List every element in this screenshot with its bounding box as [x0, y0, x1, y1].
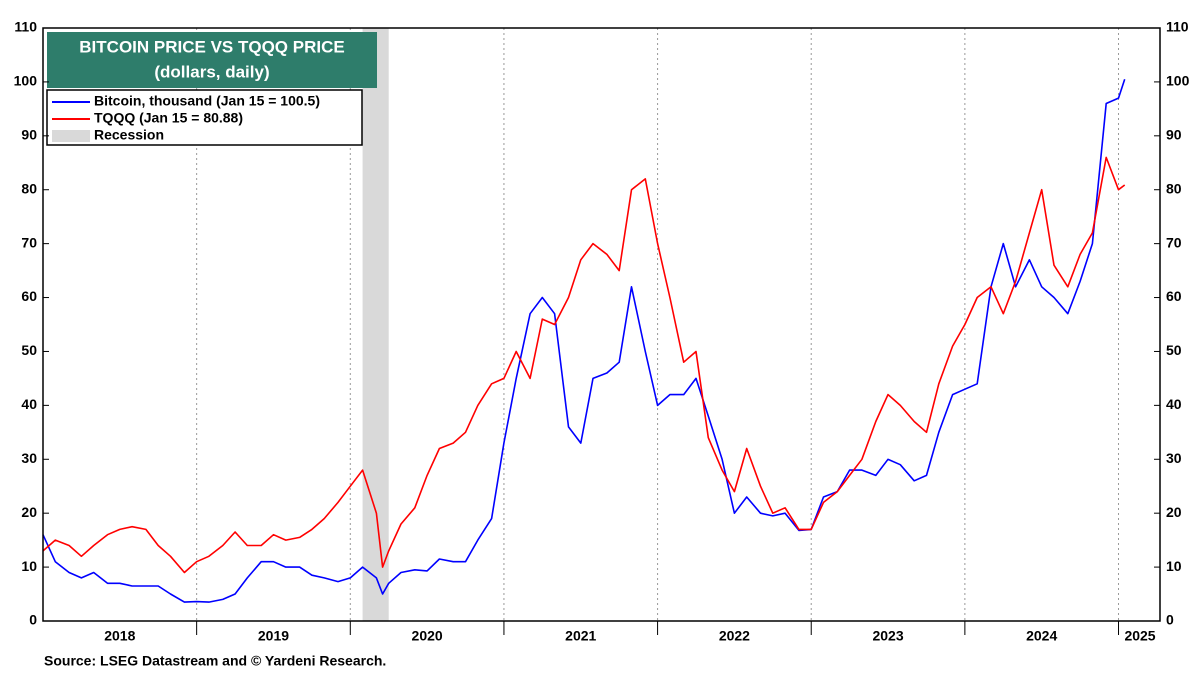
chart-title: BITCOIN PRICE VS TQQQ PRICE	[79, 37, 344, 56]
series-line	[42, 78, 1126, 603]
y-tick-label: 40	[21, 396, 37, 412]
x-tick-label: 2021	[565, 628, 596, 644]
y-tick-label: 20	[21, 504, 37, 520]
y-tick-label: 80	[21, 180, 37, 196]
y2-tick-label: 80	[1166, 180, 1182, 196]
legend-label: Bitcoin, thousand (Jan 15 = 100.5)	[94, 93, 320, 109]
x-tick-label: 2024	[1026, 628, 1057, 644]
plot-frame	[42, 27, 1161, 622]
y-tick-label: 0	[29, 612, 37, 628]
y2-tick-label: 100	[1166, 73, 1190, 89]
x-tick-label: 2020	[412, 628, 443, 644]
y2-tick-label: 10	[1166, 558, 1182, 574]
legend	[46, 89, 363, 146]
legend-label: Recession	[94, 127, 164, 143]
y2-tick-label: 110	[1166, 19, 1189, 35]
legend-label: TQQQ (Jan 15 = 80.88)	[94, 110, 243, 126]
plot-area	[42, 28, 1126, 621]
y-tick-label: 90	[21, 127, 37, 143]
y-tick-label: 10	[21, 558, 37, 574]
series-line	[42, 156, 1126, 574]
y-tick-label: 110	[14, 19, 37, 35]
x-tick-label: 2025	[1124, 628, 1155, 644]
y2-tick-label: 90	[1166, 127, 1182, 143]
y2-tick-label: 40	[1166, 396, 1182, 412]
y2-tick-label: 30	[1166, 450, 1182, 466]
y-tick-label: 30	[21, 450, 37, 466]
x-tick-label: 2022	[719, 628, 750, 644]
recession-band	[362, 28, 389, 621]
y-tick-label: 70	[21, 234, 37, 250]
title-box	[47, 32, 377, 88]
y2-tick-label: 20	[1166, 504, 1182, 520]
x-tick-label: 2023	[872, 628, 903, 644]
chart-subtitle: (dollars, daily)	[154, 62, 269, 81]
y-tick-label: 60	[21, 288, 37, 304]
x-tick-label: 2018	[104, 628, 135, 644]
y2-tick-label: 50	[1166, 342, 1182, 358]
x-tick-label: 2019	[258, 628, 289, 644]
y2-tick-label: 60	[1166, 288, 1182, 304]
y-tick-label: 50	[21, 342, 37, 358]
source-note: Source: LSEG Datastream and © Yardeni Re…	[44, 653, 386, 669]
y2-tick-label: 70	[1166, 234, 1182, 250]
legend-swatch	[52, 130, 90, 142]
y-tick-label: 100	[14, 73, 38, 89]
y2-tick-label: 0	[1166, 612, 1174, 628]
